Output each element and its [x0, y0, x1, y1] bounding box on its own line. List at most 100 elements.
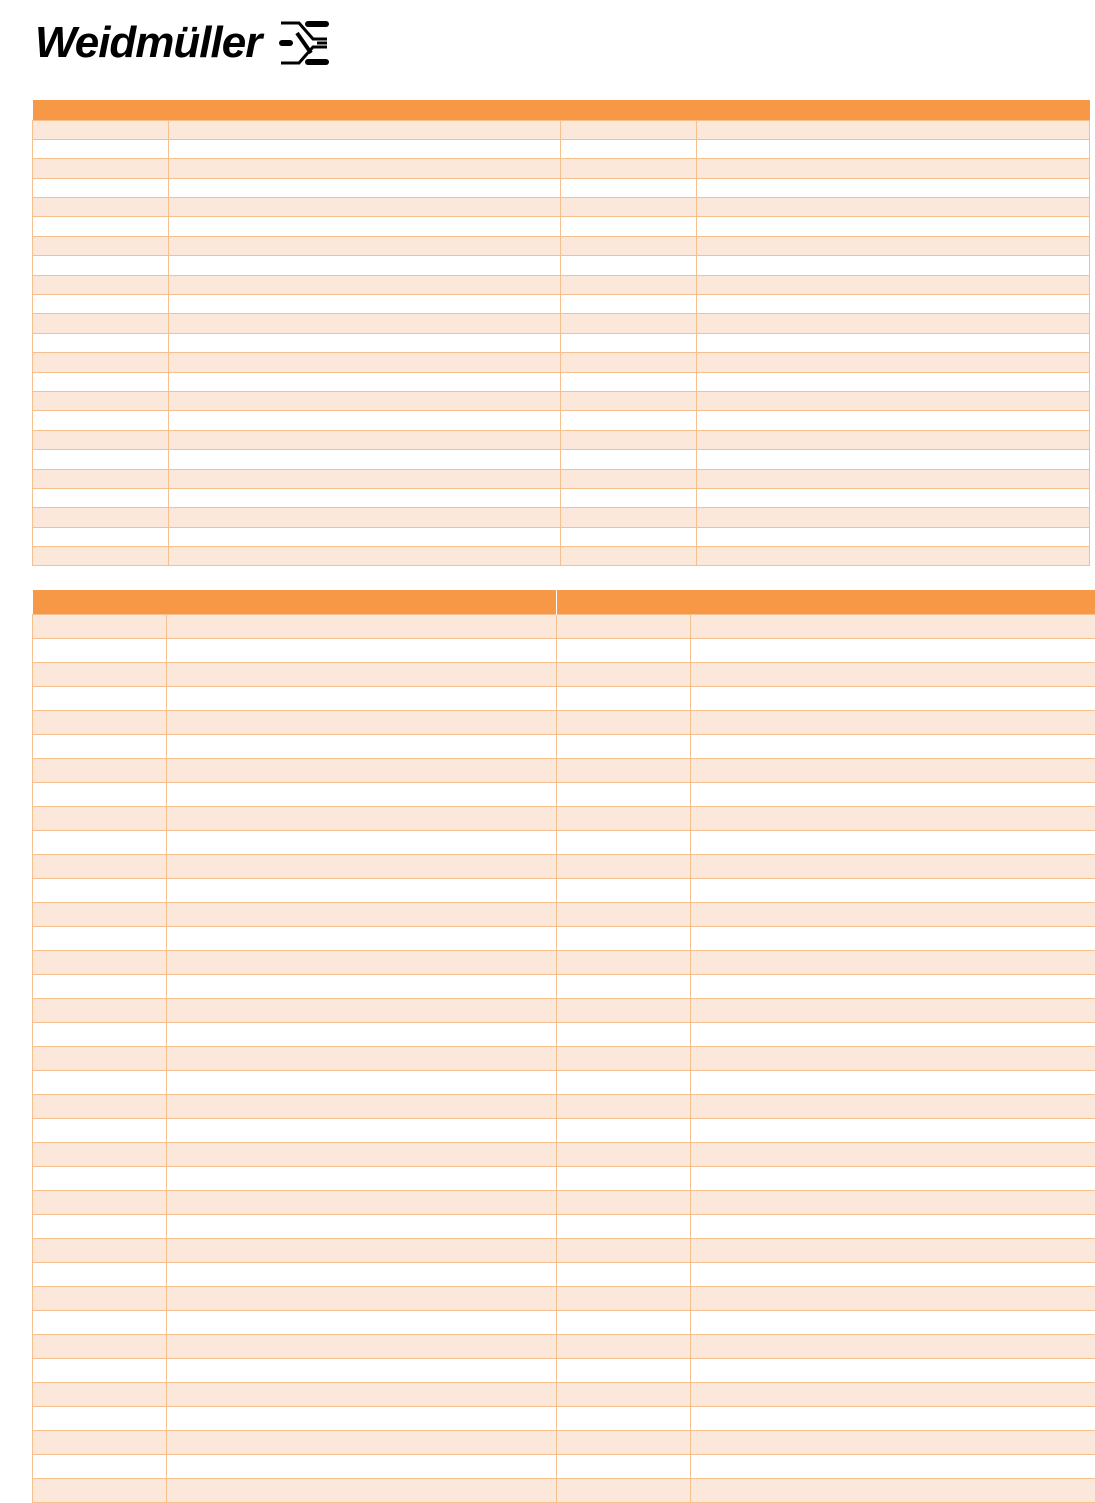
- table-cell: [32, 613, 167, 639]
- table-row: [32, 1357, 1095, 1383]
- table-cell: [556, 685, 691, 711]
- table-row: [32, 1189, 1095, 1215]
- table-cell: [166, 973, 557, 999]
- table-cell: [690, 1429, 1095, 1455]
- table-cell: [556, 997, 691, 1023]
- table-cell: [690, 949, 1095, 975]
- table-cell: [168, 352, 561, 373]
- table-row: [32, 853, 1095, 879]
- table-row: [32, 1141, 1095, 1167]
- table-cell: [32, 332, 169, 354]
- table-row: [32, 1213, 1095, 1239]
- table-cell: [166, 853, 557, 879]
- table-cell: [560, 507, 697, 528]
- table-cell: [556, 829, 691, 855]
- table-cell: [168, 158, 561, 179]
- table-cell: [166, 1045, 557, 1071]
- table-cell: [560, 546, 697, 567]
- table-cell: [556, 1021, 691, 1047]
- table-cell: [32, 216, 169, 237]
- table-row: [32, 1093, 1095, 1119]
- table-cell: [556, 1117, 691, 1143]
- table-cell: [166, 637, 557, 663]
- table-cell: [690, 1309, 1095, 1335]
- table-cell: [696, 332, 1090, 354]
- table-row: [32, 949, 1095, 975]
- table-cell: [556, 757, 691, 783]
- table-cell: [32, 526, 169, 548]
- table-row: [32, 294, 1090, 315]
- table-cell: [690, 1093, 1095, 1119]
- table-cell: [690, 1285, 1095, 1311]
- table-row: [32, 925, 1095, 951]
- table-row: [32, 1429, 1095, 1455]
- table-cell: [166, 1309, 557, 1335]
- table-row: [32, 1309, 1095, 1335]
- table-cell: [32, 829, 167, 855]
- table-cell: [32, 1069, 167, 1095]
- table-cell: [696, 294, 1090, 315]
- table-cell: [168, 410, 561, 431]
- table-cell: [696, 487, 1090, 509]
- table-cell: [560, 235, 697, 257]
- table-row: [32, 805, 1095, 831]
- brand-logo: Weidmüller: [35, 18, 331, 68]
- table-cell: [32, 255, 169, 276]
- table-cell: [166, 1333, 557, 1359]
- table-cell: [166, 733, 557, 759]
- table-cell: [690, 901, 1095, 927]
- table-cell: [166, 829, 557, 855]
- table-cell: [560, 526, 697, 548]
- table-cell: [32, 1333, 167, 1359]
- table-cell: [560, 294, 697, 315]
- table-cell: [166, 1189, 557, 1215]
- table-cell: [690, 1045, 1095, 1071]
- table-cell: [560, 313, 697, 334]
- table-cell: [556, 1165, 691, 1191]
- table-cell: [690, 1117, 1095, 1143]
- table-cell: [32, 429, 169, 451]
- table-cell: [556, 1261, 691, 1287]
- table-cell: [168, 235, 561, 257]
- table-cell: [32, 877, 167, 903]
- table-cell: [560, 390, 697, 412]
- table-cell: [556, 973, 691, 999]
- table-cell: [690, 1357, 1095, 1383]
- table-cell: [690, 997, 1095, 1023]
- table-cell: [32, 973, 167, 999]
- table-cell: [690, 1189, 1095, 1215]
- table-cell: [690, 877, 1095, 903]
- table-cell: [166, 757, 557, 783]
- table-cell: [32, 1237, 167, 1263]
- table-cell: [696, 468, 1090, 489]
- table-cell: [168, 197, 561, 218]
- table-cell: [696, 235, 1090, 257]
- table-cell: [556, 1285, 691, 1311]
- table-cell: [560, 449, 697, 470]
- table-cell: [696, 390, 1090, 412]
- table-cell: [168, 332, 561, 354]
- table-cell: [556, 781, 691, 807]
- table-cell: [560, 216, 697, 237]
- table-cell: [166, 1429, 557, 1455]
- table-row: [32, 332, 1090, 354]
- table-cell: [168, 487, 561, 509]
- table-cell: [690, 925, 1095, 951]
- table-row: [32, 613, 1095, 639]
- table-row: [32, 1381, 1095, 1407]
- table-cell: [166, 1141, 557, 1167]
- table-cell: [166, 1117, 557, 1143]
- table-cell: [696, 274, 1090, 296]
- table-cell: [166, 613, 557, 639]
- table-cell: [168, 371, 561, 392]
- table-cell: [696, 119, 1090, 140]
- table-cell: [560, 371, 697, 392]
- table-cell: [696, 216, 1090, 237]
- table-cell: [32, 274, 169, 296]
- table-cell: [696, 313, 1090, 334]
- table-cell: [696, 158, 1090, 179]
- table-1-header: [32, 100, 1090, 120]
- table-cell: [32, 949, 167, 975]
- table-row: [32, 973, 1095, 999]
- table-cell: [166, 1261, 557, 1287]
